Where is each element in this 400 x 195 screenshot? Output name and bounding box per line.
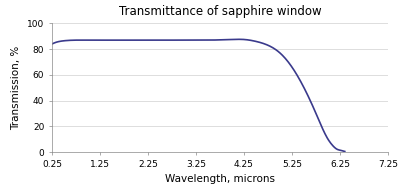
X-axis label: Wavelength, microns: Wavelength, microns xyxy=(165,174,275,184)
Title: Transmittance of sapphire window: Transmittance of sapphire window xyxy=(119,5,321,18)
Y-axis label: Transmission, %: Transmission, % xyxy=(12,46,22,130)
